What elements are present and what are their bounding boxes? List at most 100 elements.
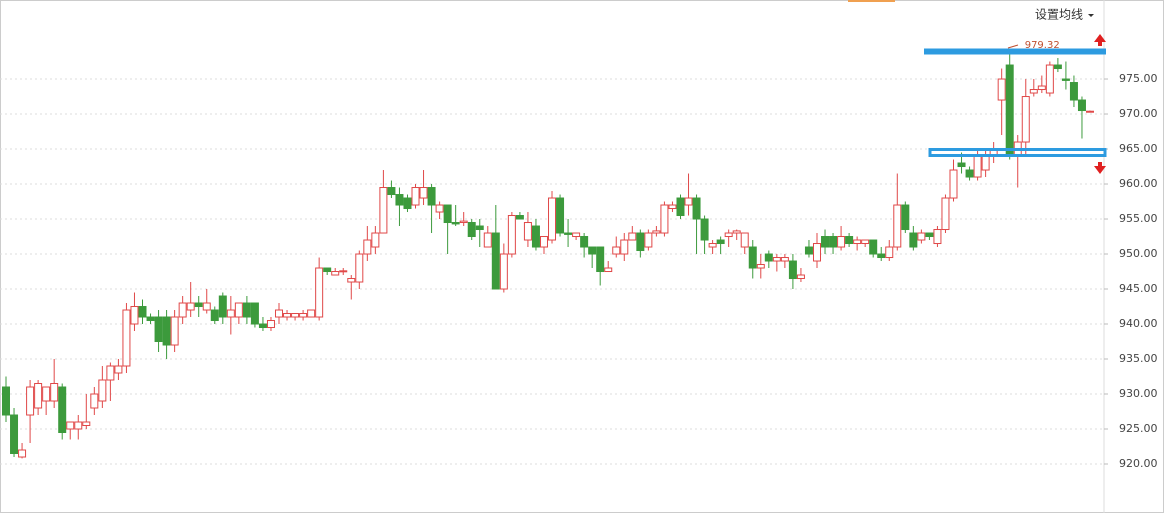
candle-body [620,239,629,255]
candle-body [162,316,171,346]
candle-body [258,323,267,329]
candle-body [700,218,709,241]
candle-body [234,302,243,318]
candle-body [652,230,661,234]
tab-marker [848,0,895,2]
candle-body [275,309,284,318]
candle-body [194,302,203,308]
candle-body [981,155,990,171]
y-tick-label: 950.00 [1119,247,1158,260]
candle-body [435,204,444,213]
candle-body [531,225,540,248]
candle-body [861,239,870,245]
candle-body [443,204,452,224]
candle-body [853,239,862,245]
candle-body [997,78,1006,101]
candle-body [636,232,645,252]
candle-body [483,232,492,248]
candle-body [202,302,211,311]
candle-body [178,302,187,318]
candle-body [523,222,532,241]
candle-body [837,236,846,248]
candle-body [877,253,886,259]
candle-body [716,239,725,245]
candle-body [186,302,195,311]
candle-body [459,220,468,224]
candle-body [242,302,251,318]
candle-body [266,320,275,329]
support-line [928,148,1107,157]
candle-body [821,236,830,248]
candle-body [291,313,300,318]
candle-body [660,204,669,234]
candle-body [1021,96,1030,143]
candle-body [957,162,966,168]
candle-body [612,246,621,255]
candle-body [491,232,500,290]
candle-body [885,246,894,259]
candle-body [218,295,227,318]
candle-body [628,232,637,241]
candle-body [138,306,147,318]
candle-body [411,187,420,206]
annotations [924,34,1107,174]
candle-body [556,197,565,234]
plot: 920.00 925.00 930.00 935.00 940.00 945.00 950.… [0,40,1158,470]
candle-body [499,253,508,290]
candle-body [210,309,219,322]
candle-body [90,393,99,409]
candle-body [50,383,59,402]
candle-body [1029,89,1038,94]
y-tick-label: 975.00 [1119,72,1158,85]
candle-body [812,243,821,262]
y-tick-label: 945.00 [1119,282,1158,295]
candle-body [98,379,107,402]
ma-button-label[interactable]: 设置均线 [1035,8,1083,22]
candle-body [644,232,653,248]
candle-body [307,309,316,318]
candle-body [2,386,10,416]
candle-body [1045,64,1054,94]
candle-body [1086,110,1094,113]
candle-body [933,229,942,245]
candle-body [475,225,484,231]
candle-body [395,194,404,206]
candle-body [58,386,67,434]
candle-body [580,236,589,248]
y-tick-label: 955.00 [1119,212,1158,225]
candle-body [379,187,388,234]
candle-body [548,197,557,241]
candle-body [893,204,902,248]
candle-body [588,246,597,255]
candle-body [692,197,701,220]
candle-body [347,278,356,283]
candle-body [122,309,131,367]
candle-body [869,239,878,255]
candle-body [26,386,35,416]
candle-body [34,383,43,409]
candle-body [339,270,348,273]
candle-body [596,246,605,273]
candle-body [106,365,115,381]
candle-body [114,365,123,374]
candle-body [901,204,910,231]
candle-body [315,267,324,318]
candle-body [676,197,685,217]
dropdown-arrow [1088,14,1094,17]
candle-body [130,306,139,325]
candle-body [780,257,789,262]
candle-body [403,197,412,210]
candle-body [764,253,773,262]
ma-button[interactable]: 设置均线 [1035,8,1094,22]
candle-body [804,246,813,255]
candle-body [371,232,380,248]
candle-body [355,253,364,283]
candle-body [740,232,749,248]
candle-body [724,232,733,238]
candle-body [949,169,958,199]
candle-body [564,232,573,235]
candle-body [708,243,717,248]
candle-body [796,274,805,280]
up-arrow [1094,34,1106,46]
y-tick-label: 920.00 [1119,457,1158,470]
